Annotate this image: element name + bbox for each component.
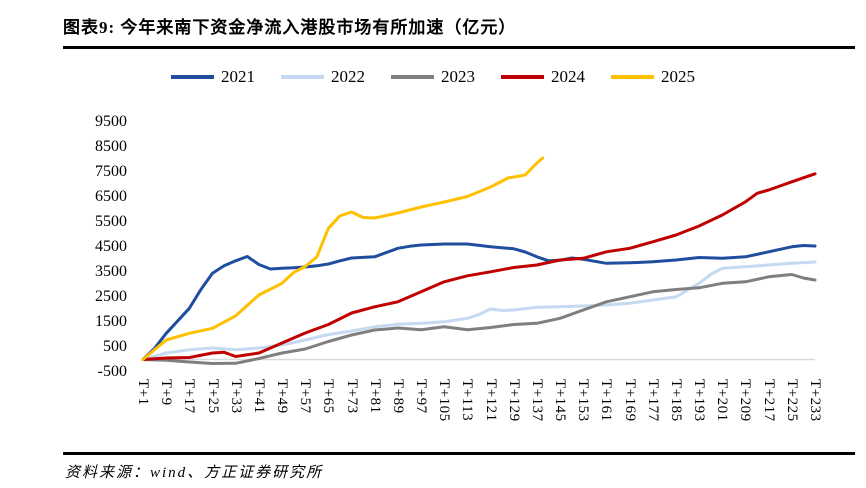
x-axis-label: T+233 — [807, 379, 823, 422]
legend-label: 2023 — [441, 67, 475, 86]
series-line-2021 — [141, 242, 817, 361]
legend-item-2025: 2025 — [611, 67, 695, 87]
series-line-2024 — [141, 172, 817, 361]
x-axis-label: T+33 — [227, 379, 244, 414]
y-axis-label: 9500 — [95, 113, 127, 130]
x-axis-label: T+129 — [505, 379, 522, 422]
x-axis-label: T+25 — [204, 379, 221, 414]
x-axis-label: T+169 — [621, 379, 638, 422]
x-axis-label: T+225 — [783, 379, 800, 422]
title-divider-line — [63, 46, 855, 49]
y-axis-label: 8500 — [95, 138, 127, 155]
legend-label: 2022 — [331, 67, 365, 86]
y-axis-label: 500 — [103, 338, 127, 355]
x-axis-label: T+137 — [528, 379, 545, 422]
chart-legend: 2021 2022 2023 2024 2025 — [0, 67, 866, 87]
x-axis-label: T+153 — [575, 379, 592, 422]
legend-item-2024: 2024 — [501, 67, 585, 87]
legend-label: 2021 — [221, 67, 255, 86]
x-axis-label: T+209 — [737, 379, 754, 422]
legend-item-2021: 2021 — [171, 67, 255, 87]
y-axis-label: 4500 — [95, 238, 127, 255]
x-axis-label: T+65 — [320, 379, 337, 414]
x-axis-label: T+9 — [158, 379, 175, 406]
x-axis-label: T+177 — [644, 379, 661, 422]
x-axis-label: T+201 — [714, 379, 731, 422]
legend-line-swatch — [501, 75, 544, 79]
legend-label: 2024 — [551, 67, 585, 86]
x-axis-label: T+89 — [389, 379, 406, 414]
legend-line-swatch — [611, 75, 654, 79]
legend-line-swatch — [281, 75, 324, 79]
legend-line-swatch — [391, 75, 434, 79]
x-axis-label: T+57 — [297, 379, 314, 414]
source-note: 资料来源：wind、方正证券研究所 — [65, 465, 324, 481]
legend-line-swatch — [171, 75, 214, 79]
y-axis-label: 6500 — [95, 188, 127, 205]
x-axis-label: T+185 — [667, 379, 684, 422]
x-axis-label: T+49 — [274, 379, 291, 414]
figure-title: 图表9: 今年来南下资金净流入港股市场有所加速（亿元） — [63, 18, 517, 37]
x-axis-label: T+105 — [436, 379, 453, 422]
legend-item-2022: 2022 — [281, 67, 365, 87]
y-axis-label: 2500 — [95, 288, 127, 305]
x-axis-label: T+1 — [135, 379, 151, 406]
legend-item-2023: 2023 — [391, 67, 475, 87]
x-axis-label: T+97 — [413, 379, 430, 414]
legend-label: 2025 — [661, 67, 695, 86]
x-axis-label: T+217 — [760, 379, 777, 422]
series-line-2022 — [141, 260, 817, 361]
x-axis-label: T+121 — [482, 379, 499, 422]
y-axis-label: 1500 — [95, 313, 127, 330]
y-axis-label: 5500 — [95, 213, 127, 230]
x-axis-label: T+17 — [181, 379, 198, 414]
y-axis-label: -500 — [97, 363, 127, 380]
x-axis-label: T+145 — [552, 379, 569, 422]
x-axis-label: T+41 — [250, 379, 267, 414]
x-axis-label: T+193 — [691, 379, 708, 422]
y-axis-label: 3500 — [95, 263, 127, 280]
x-axis-label: T+81 — [366, 379, 383, 414]
series-line-2025 — [141, 156, 545, 361]
y-axis-label: 7500 — [95, 163, 127, 180]
series-line-2023 — [141, 273, 817, 365]
footer-divider-line — [63, 452, 855, 455]
x-axis-label: T+161 — [598, 379, 615, 422]
x-axis-label: T+73 — [343, 379, 360, 414]
x-axis-label: T+113 — [459, 379, 476, 422]
